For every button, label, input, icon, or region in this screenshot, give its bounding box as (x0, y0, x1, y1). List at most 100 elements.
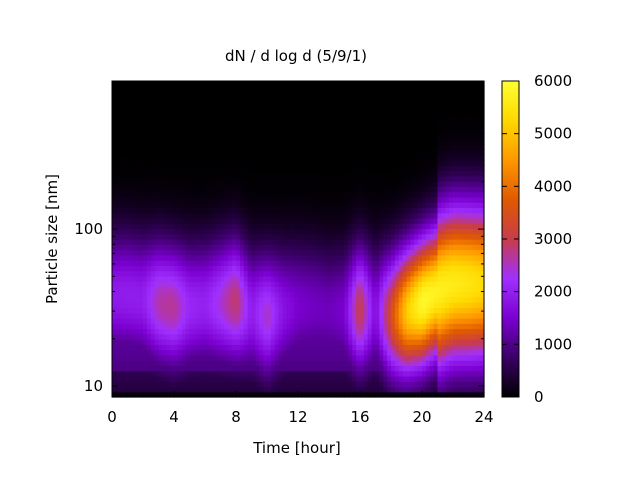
heatmap-cell (255, 149, 260, 156)
heatmap-cell (329, 281, 334, 287)
heatmap-cell (379, 260, 384, 266)
heatmap-cell (247, 96, 253, 103)
heatmap-cell (193, 223, 198, 230)
heatmap-cell (131, 386, 136, 393)
heatmap-cell (363, 365, 369, 372)
heatmap-cell (309, 239, 315, 245)
heatmap-cell (197, 91, 202, 98)
heatmap-cell (197, 286, 202, 293)
heatmap-cell (356, 102, 361, 108)
heatmap-cell (394, 328, 400, 335)
heatmap-cell (143, 381, 148, 388)
heatmap-cell (135, 160, 140, 166)
heatmap-cell (255, 170, 260, 177)
heatmap-cell (150, 228, 156, 235)
heatmap-cell (154, 265, 160, 272)
heatmap-cell (375, 128, 380, 135)
heatmap-cell (212, 202, 218, 208)
heatmap-cell (212, 196, 218, 203)
heatmap-cell (425, 254, 431, 261)
heatmap-cell (332, 196, 338, 203)
heatmap-cell (162, 275, 167, 282)
heatmap-cell (115, 281, 121, 287)
heatmap-cell (425, 318, 431, 324)
heatmap-cell (344, 360, 349, 366)
heatmap-cell (216, 244, 222, 251)
heatmap-cell (243, 386, 249, 393)
heatmap-cell (418, 165, 423, 172)
heatmap-cell (332, 128, 338, 135)
heatmap-cell (298, 333, 303, 340)
heatmap-cell (371, 144, 377, 151)
heatmap-cell (317, 381, 322, 388)
heatmap-cell (352, 344, 357, 351)
heatmap-cell (119, 154, 125, 161)
heatmap-cell (267, 196, 272, 203)
heatmap-cell (139, 196, 144, 203)
heatmap-cell (131, 354, 136, 361)
heatmap-cell (410, 286, 415, 293)
heatmap-cell (367, 128, 373, 135)
heatmap-cell (131, 365, 136, 372)
heatmap-cell (313, 191, 318, 198)
chart-title: dN / d log d (5/9/1) (225, 47, 367, 65)
heatmap-cell (367, 175, 373, 182)
heatmap-cell (150, 328, 156, 335)
heatmap-cell (232, 86, 237, 93)
heatmap-cell (352, 233, 357, 240)
heatmap-cell (406, 170, 411, 177)
heatmap-cell (282, 296, 287, 303)
heatmap-cell (422, 375, 427, 382)
heatmap-cell (375, 286, 380, 293)
heatmap-cell (422, 312, 427, 319)
heatmap-cell (177, 254, 183, 261)
heatmap-cell (185, 191, 191, 198)
heatmap-cell (247, 349, 253, 356)
heatmap-cell (135, 133, 140, 140)
heatmap-cell (267, 133, 272, 140)
heatmap-cell (425, 365, 431, 372)
heatmap-cell (313, 386, 318, 393)
heatmap-cell (309, 196, 315, 203)
heatmap-cell (127, 186, 132, 193)
heatmap-cell (367, 202, 373, 208)
heatmap-cell (332, 165, 338, 172)
heatmap-cell (131, 81, 136, 87)
heatmap-cell (259, 375, 264, 382)
heatmap-cell (363, 270, 369, 277)
heatmap-cell (143, 281, 148, 287)
heatmap-cell (348, 296, 353, 303)
heatmap-cell (344, 233, 349, 240)
heatmap-cell (201, 365, 206, 372)
heatmap-cell (375, 107, 380, 114)
heatmap-cell (363, 123, 369, 129)
heatmap-cell (332, 228, 338, 235)
heatmap-cell (267, 318, 272, 324)
heatmap-cell (356, 328, 361, 335)
heatmap-cell (162, 207, 167, 214)
heatmap-cell (236, 307, 241, 314)
heatmap-cell (383, 191, 388, 198)
heatmap-cell (146, 107, 152, 114)
heatmap-cell (375, 165, 380, 172)
heatmap-cell (387, 175, 392, 182)
heatmap-cell (263, 370, 268, 377)
heatmap-cell (383, 149, 388, 156)
heatmap-cell (143, 244, 148, 251)
heatmap-cell (263, 217, 268, 224)
heatmap-cell (123, 202, 129, 208)
heatmap-cell (379, 265, 384, 272)
heatmap-cell (348, 102, 353, 108)
heatmap-cell (123, 370, 129, 377)
heatmap-cell (298, 360, 303, 366)
heatmap-cell (429, 86, 435, 93)
heatmap-cell (208, 128, 214, 135)
heatmap-cell (309, 260, 315, 266)
heatmap-cell (239, 323, 245, 330)
heatmap-cell (166, 107, 171, 114)
heatmap-cell (166, 181, 171, 187)
heatmap-cell (135, 233, 140, 240)
heatmap-cell (247, 312, 253, 319)
heatmap-cell (174, 354, 179, 361)
heatmap-cell (135, 217, 140, 224)
